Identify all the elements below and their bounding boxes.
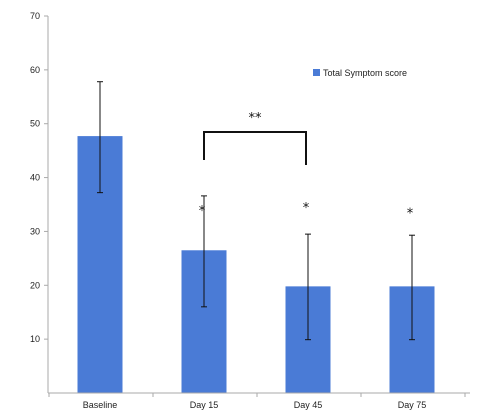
significance-star: *	[407, 207, 414, 222]
legend: Total Symptom score	[313, 68, 407, 78]
y-tick-label: 30	[30, 226, 40, 236]
annotations: * * ***	[199, 111, 414, 222]
y-tick-label: 50	[30, 119, 40, 129]
y-tick-label: 40	[30, 173, 40, 183]
legend-swatch	[313, 69, 320, 76]
y-axis: 10 20 30 40 50 60 70	[30, 11, 49, 393]
x-tick-label: Day 75	[398, 400, 427, 410]
x-tick-label: Day 45	[294, 400, 323, 410]
legend-label: Total Symptom score	[323, 68, 407, 78]
significance-star: *	[199, 204, 206, 219]
x-tick-label: Day 15	[190, 400, 219, 410]
bars	[77, 136, 435, 393]
bracket-label: **	[249, 111, 263, 126]
significance-star: *	[303, 201, 310, 216]
y-tick-label: 70	[30, 11, 40, 21]
y-tick-label: 10	[30, 334, 40, 344]
x-tick-label: Baseline	[83, 400, 118, 410]
error-bars	[97, 81, 415, 341]
significance-bracket	[203, 131, 307, 165]
y-tick-label: 60	[30, 65, 40, 75]
x-axis: Baseline Day 15 Day 45 Day 75	[48, 392, 470, 410]
y-tick-label: 20	[30, 280, 40, 290]
